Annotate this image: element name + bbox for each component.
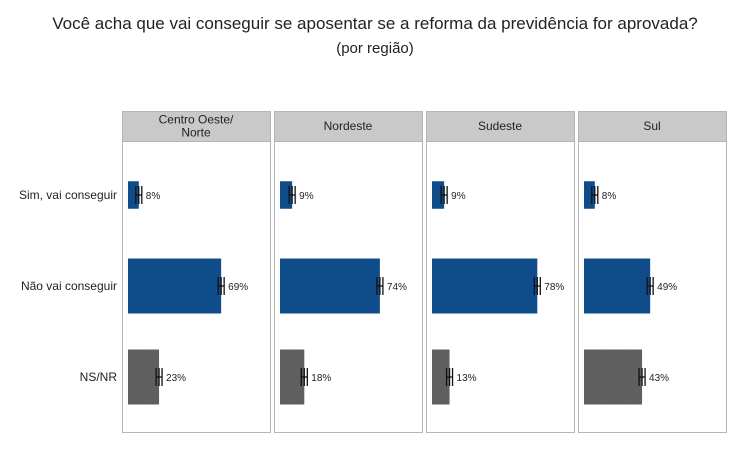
- bar: [280, 349, 305, 405]
- row-label: Sim, vai conseguir: [19, 188, 117, 202]
- panel-title: Centro Oeste/Norte: [159, 113, 234, 140]
- data-label: 9%: [299, 191, 314, 202]
- panel-header: [122, 111, 271, 142]
- panel-title: Nordeste: [324, 119, 373, 133]
- data-label: 13%: [457, 373, 477, 384]
- data-label: 43%: [649, 373, 669, 384]
- row-label: NS/NR: [80, 370, 118, 384]
- data-label: 8%: [602, 191, 617, 202]
- bar: [128, 181, 139, 209]
- panel-header: [274, 111, 423, 142]
- data-label: 9%: [451, 191, 466, 202]
- bar: [584, 258, 651, 314]
- chart-subtitle: (por região): [336, 40, 414, 57]
- panel-title: Sul: [643, 119, 660, 133]
- data-label: 74%: [387, 282, 407, 293]
- bar: [128, 349, 160, 405]
- bar: [280, 258, 380, 314]
- data-label: 23%: [166, 373, 186, 384]
- data-label: 18%: [311, 373, 331, 384]
- bar: [432, 349, 450, 405]
- bar: [584, 181, 595, 209]
- data-label: 49%: [657, 282, 677, 293]
- panel-header: [578, 111, 727, 142]
- data-label: 69%: [228, 282, 248, 293]
- panel-header: [426, 111, 575, 142]
- panel-title: Sudeste: [478, 119, 522, 133]
- bar: [128, 258, 222, 314]
- data-label: 78%: [544, 282, 564, 293]
- data-label: 8%: [146, 191, 161, 202]
- bar: [584, 349, 643, 405]
- chart-title: Você acha que vai conseguir se aposentar…: [52, 14, 698, 33]
- row-label: Não vai conseguir: [21, 279, 117, 293]
- bar: [432, 258, 538, 314]
